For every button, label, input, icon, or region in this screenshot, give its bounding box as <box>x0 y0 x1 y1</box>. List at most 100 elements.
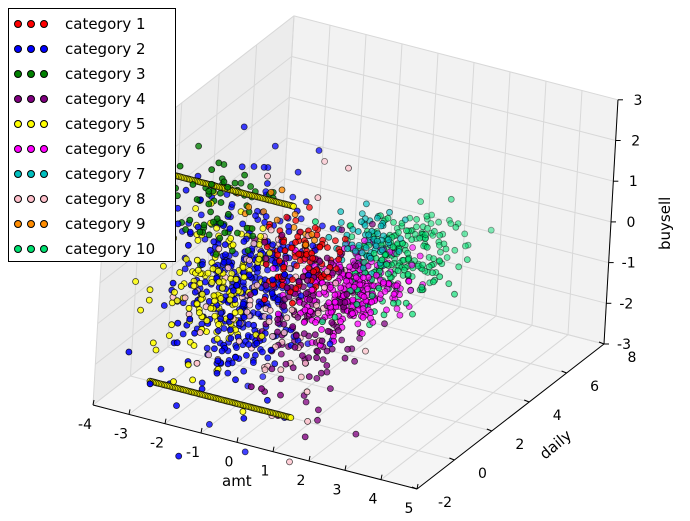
data-point <box>282 360 290 368</box>
data-point <box>157 365 165 373</box>
data-point <box>353 300 361 308</box>
data-point <box>149 339 157 347</box>
data-point <box>427 220 435 227</box>
data-point <box>285 228 293 236</box>
data-point <box>228 200 236 208</box>
data-point <box>250 240 258 248</box>
data-point <box>193 256 201 264</box>
grid-line <box>293 15 619 101</box>
data-point <box>227 334 235 342</box>
data-point <box>211 312 219 320</box>
data-point <box>423 212 431 220</box>
data-point <box>325 274 333 281</box>
x-tick-mark <box>272 446 275 452</box>
data-point <box>436 231 444 239</box>
x-tick-mark <box>308 455 311 462</box>
data-point <box>313 301 320 309</box>
y-tick-mark <box>524 399 530 403</box>
data-point <box>170 378 177 386</box>
data-point <box>394 267 402 275</box>
data-point <box>320 284 328 291</box>
data-point <box>286 458 293 466</box>
data-point <box>306 307 314 315</box>
data-point <box>315 147 323 154</box>
legend-label: category 2 <box>65 40 146 58</box>
data-point <box>240 238 248 245</box>
data-point <box>302 241 310 249</box>
data-point <box>249 359 257 367</box>
data-point <box>233 344 240 352</box>
data-point <box>351 247 359 255</box>
data-point <box>239 220 247 228</box>
data-point <box>277 391 284 399</box>
data-point <box>280 238 288 246</box>
data-point <box>314 309 322 317</box>
data-point <box>250 321 258 329</box>
data-point <box>267 226 275 234</box>
data-point <box>373 214 381 222</box>
data-point <box>316 243 324 251</box>
data-point <box>291 343 299 351</box>
data-point <box>189 181 197 188</box>
data-point <box>293 262 301 270</box>
data-point <box>241 171 249 179</box>
data-point <box>196 329 204 336</box>
data-point <box>220 325 228 332</box>
data-point <box>274 296 282 304</box>
data-point <box>326 340 334 348</box>
data-point <box>186 216 194 224</box>
data-point <box>205 200 213 208</box>
x-tick-label: 2 <box>297 473 306 489</box>
data-point <box>174 319 182 327</box>
data-point <box>318 326 325 333</box>
data-point <box>169 279 177 287</box>
data-point <box>352 274 360 282</box>
data-point <box>159 262 167 270</box>
data-point <box>277 350 285 358</box>
data-point <box>249 232 257 240</box>
data-point <box>195 309 203 317</box>
data-point <box>368 298 376 306</box>
data-point <box>245 203 253 211</box>
data-point <box>354 320 362 328</box>
data-point <box>384 214 392 222</box>
data-point <box>344 345 352 353</box>
data-point <box>264 266 271 274</box>
data-point <box>381 320 388 328</box>
data-point <box>193 300 201 308</box>
data-point <box>125 348 133 356</box>
data-point <box>383 260 391 268</box>
data-point <box>318 337 326 345</box>
data-point <box>407 286 415 294</box>
legend-item: category 7 <box>9 164 146 184</box>
data-point <box>241 448 249 456</box>
data-point <box>182 226 190 233</box>
data-point <box>389 243 397 251</box>
data-point <box>196 228 204 236</box>
data-point <box>269 241 277 249</box>
data-point <box>240 367 248 375</box>
data-point <box>208 166 216 174</box>
data-point <box>378 256 386 264</box>
data-point <box>259 373 267 381</box>
y-tick-label: 0 <box>478 466 487 482</box>
legend-item: category 1 <box>9 14 146 34</box>
data-point <box>324 327 332 335</box>
data-point <box>255 255 263 263</box>
x-tick-label: 1 <box>261 464 270 480</box>
data-point <box>417 198 425 206</box>
data-point <box>247 383 255 391</box>
data-point <box>282 254 290 262</box>
x-tick-mark <box>380 474 383 480</box>
data-point <box>317 369 325 377</box>
data-point <box>359 274 367 281</box>
data-point <box>380 279 387 286</box>
data-point <box>132 278 140 285</box>
data-point <box>372 242 380 250</box>
data-point <box>425 263 433 271</box>
data-point <box>232 376 239 384</box>
legend-marker-icon <box>9 20 53 28</box>
data-point <box>305 203 313 211</box>
data-point <box>271 142 279 150</box>
data-point <box>240 414 248 422</box>
